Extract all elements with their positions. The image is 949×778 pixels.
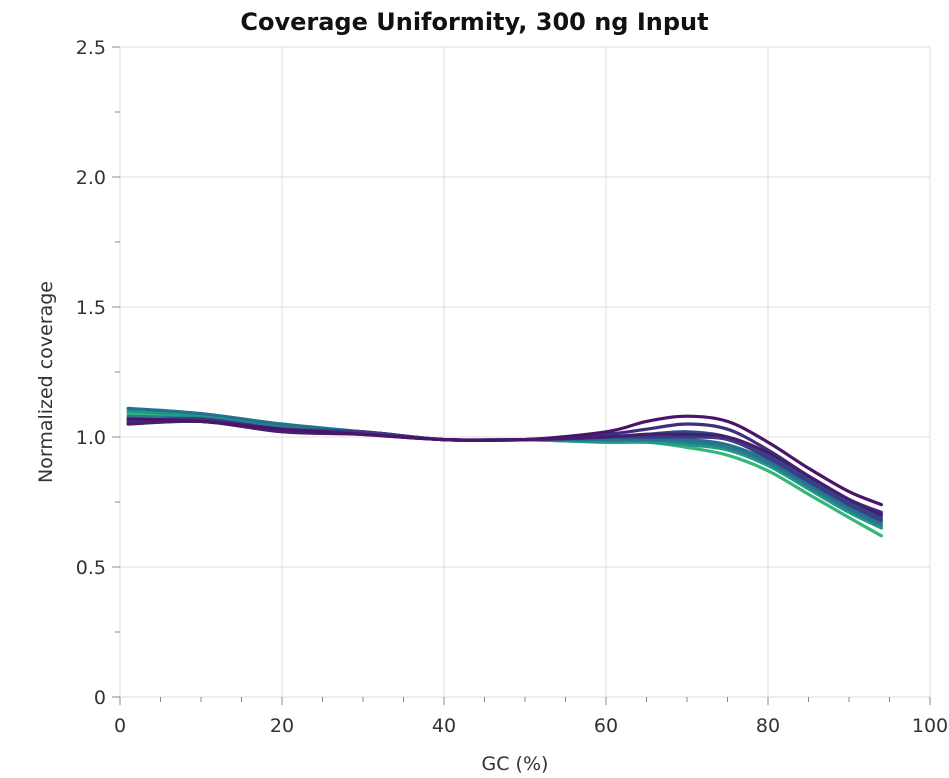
series-line [126,419,883,517]
x-tick-label: 60 [594,715,618,737]
chart-title: Coverage Uniformity, 300 ng Input [240,8,709,36]
y-tick-label: 0 [94,687,106,709]
plot-area [119,46,931,698]
y-tick-label: 0.5 [76,557,106,579]
series-line [126,414,883,507]
x-tick-label: 100 [912,715,948,737]
x-tick-label: 80 [756,715,780,737]
y-tick-label: 1.0 [76,427,106,449]
x-tick-label: 0 [114,715,126,737]
x-axis-title: GC (%) [482,753,549,775]
y-axis-title: Normalized coverage [35,281,57,483]
y-tick-label: 2.5 [76,37,106,59]
y-tick-label: 2.0 [76,167,106,189]
x-tick-label: 20 [270,715,294,737]
x-tick-label: 40 [432,715,456,737]
series-line [126,406,883,525]
y-tick-label: 1.5 [76,297,106,319]
